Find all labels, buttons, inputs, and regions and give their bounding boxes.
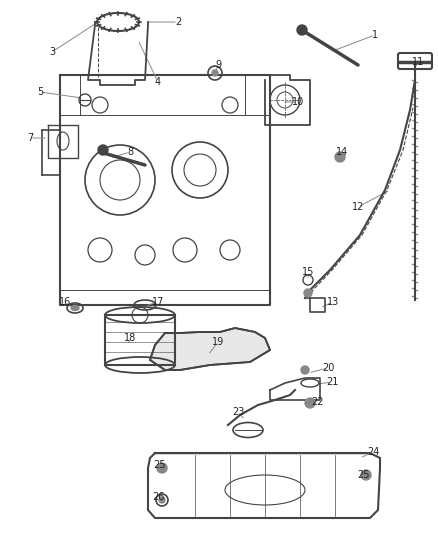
- Text: 22: 22: [312, 397, 324, 407]
- Circle shape: [159, 497, 165, 503]
- Text: 17: 17: [152, 297, 164, 307]
- Circle shape: [297, 25, 307, 35]
- Circle shape: [157, 463, 167, 473]
- Text: 20: 20: [322, 363, 334, 373]
- Text: 8: 8: [127, 147, 133, 157]
- Text: 26: 26: [152, 492, 164, 502]
- Circle shape: [304, 289, 312, 297]
- Text: 24: 24: [367, 447, 379, 457]
- Text: 14: 14: [336, 147, 348, 157]
- Text: 9: 9: [215, 60, 221, 70]
- Text: 25: 25: [154, 460, 166, 470]
- Circle shape: [305, 398, 315, 408]
- Text: 12: 12: [352, 202, 364, 212]
- Text: 2: 2: [175, 17, 181, 27]
- Text: 13: 13: [327, 297, 339, 307]
- Polygon shape: [150, 328, 270, 370]
- Text: 16: 16: [59, 297, 71, 307]
- Text: 18: 18: [124, 333, 136, 343]
- Text: 21: 21: [326, 377, 338, 387]
- Text: 19: 19: [212, 337, 224, 347]
- Text: 25: 25: [357, 470, 369, 480]
- Text: 3: 3: [49, 47, 55, 57]
- Text: 4: 4: [155, 77, 161, 87]
- Text: 1: 1: [372, 30, 378, 40]
- Text: 11: 11: [412, 57, 424, 67]
- Circle shape: [361, 470, 371, 480]
- Text: 7: 7: [27, 133, 33, 143]
- Text: 15: 15: [302, 267, 314, 277]
- Ellipse shape: [71, 305, 79, 311]
- Circle shape: [98, 145, 108, 155]
- Circle shape: [212, 70, 218, 76]
- Circle shape: [301, 366, 309, 374]
- Text: 10: 10: [292, 97, 304, 107]
- Text: 23: 23: [232, 407, 244, 417]
- Text: 5: 5: [37, 87, 43, 97]
- Circle shape: [335, 152, 345, 162]
